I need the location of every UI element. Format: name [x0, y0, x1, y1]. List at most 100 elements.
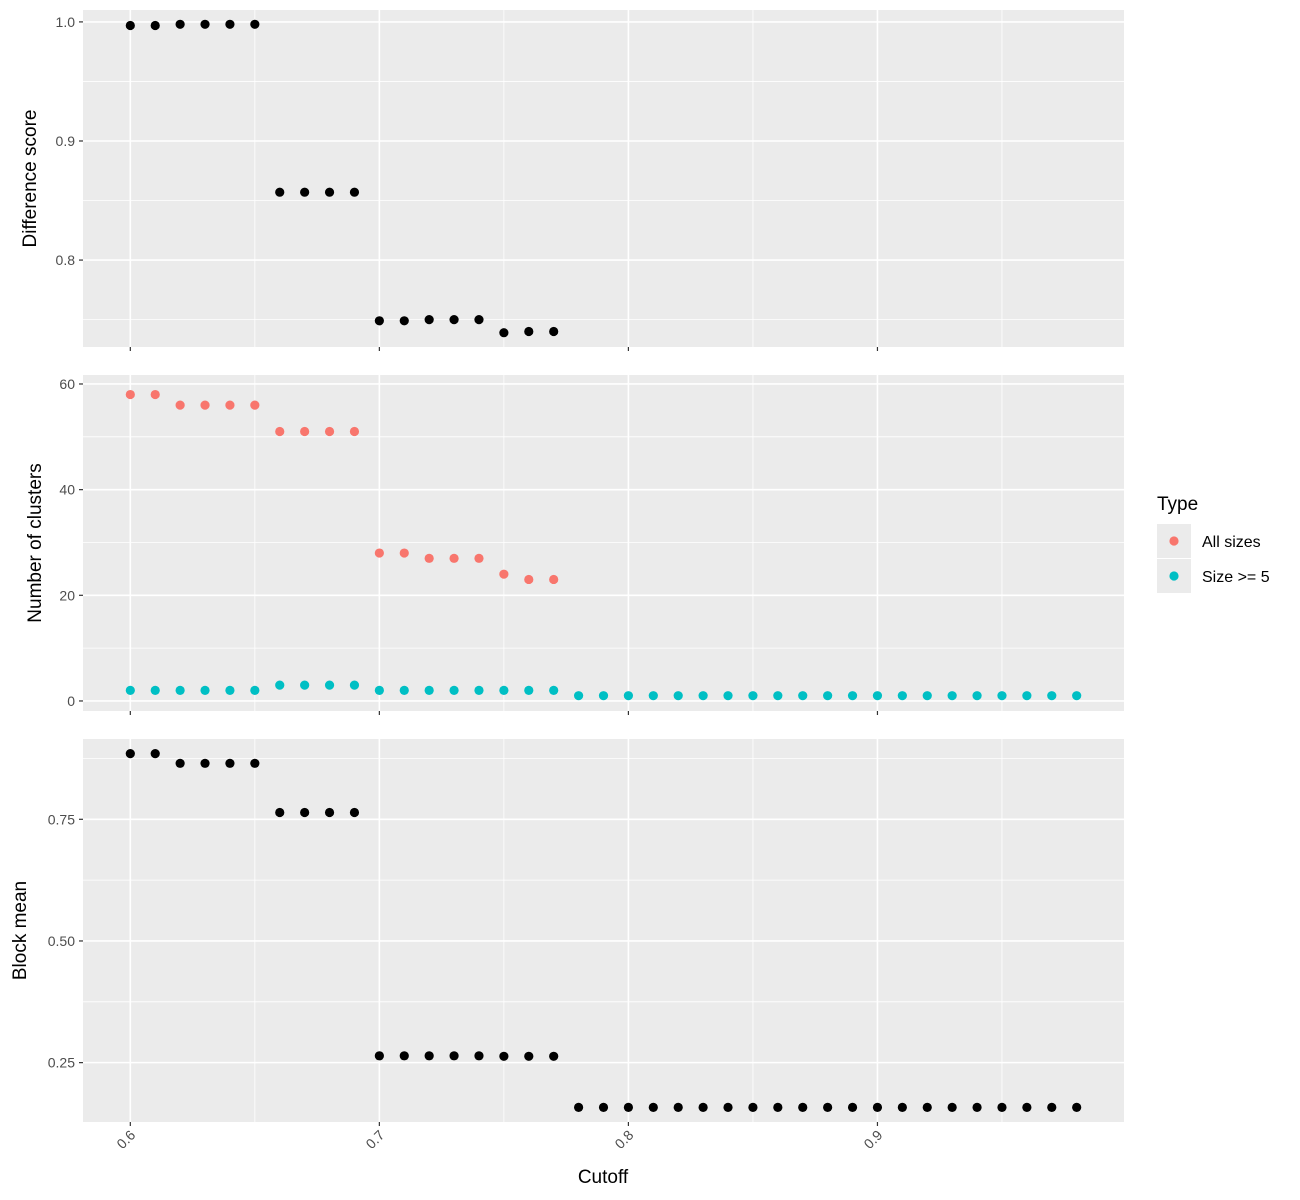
- data-point: [474, 553, 484, 563]
- data-point: [499, 328, 509, 338]
- data-point: [175, 19, 185, 29]
- x-tick-label: 0.9: [860, 1127, 885, 1152]
- x-tick-label: 0.8: [611, 1127, 636, 1152]
- data-point: [125, 389, 135, 400]
- data-point: [200, 400, 210, 410]
- y-tick-label: 0.50: [48, 933, 75, 949]
- x-axis-title: Cutoff: [578, 1167, 629, 1188]
- data-point: [897, 1102, 907, 1113]
- data-point: [823, 691, 833, 701]
- data-point: [972, 1102, 982, 1113]
- data-point: [200, 758, 210, 768]
- data-point: [549, 574, 559, 585]
- data-point: [872, 691, 883, 701]
- data-point: [225, 758, 235, 768]
- data-point: [300, 680, 310, 690]
- data-point: [324, 680, 335, 690]
- data-point: [499, 1051, 509, 1061]
- data-point: [349, 680, 360, 690]
- legend-label-all-sizes: All sizes: [1202, 534, 1261, 551]
- data-point: [200, 685, 210, 695]
- data-point: [698, 1102, 708, 1113]
- data-point: [175, 400, 185, 410]
- data-point: [275, 187, 285, 197]
- data-point: [598, 1102, 609, 1113]
- panel-number-of-clusters: 0 20 40 60 Number of clusters: [25, 375, 1124, 715]
- data-point: [349, 187, 360, 197]
- data-point: [573, 691, 584, 701]
- data-point: [200, 19, 210, 29]
- y-axis-title-difference-score: Difference score: [20, 110, 41, 248]
- data-point: [399, 685, 409, 695]
- y-axis-title-number-of-clusters: Number of clusters: [25, 463, 46, 622]
- data-point: [499, 569, 509, 579]
- data-point: [474, 685, 484, 695]
- data-point: [449, 1051, 459, 1061]
- data-point: [225, 685, 235, 695]
- legend-label-size-ge-5: Size >= 5: [1202, 569, 1270, 586]
- data-point: [424, 685, 434, 695]
- data-point: [449, 315, 459, 325]
- panels-layer: 0.8 0.9 1.0 Difference score 0 20 40 60 Number o…: [10, 10, 1124, 1152]
- data-point: [275, 680, 285, 690]
- data-point: [150, 748, 160, 759]
- panel-block-mean: 0.25 0.50 0.75 Block mean: [10, 739, 1124, 1126]
- data-point: [250, 758, 260, 768]
- data-point: [399, 548, 409, 558]
- data-point: [648, 691, 658, 701]
- legend-title: Type: [1157, 494, 1198, 515]
- panel-background-difference-score: [83, 10, 1124, 347]
- data-point: [524, 685, 534, 695]
- data-point: [125, 685, 135, 695]
- x-tick-label: 0.6: [113, 1127, 138, 1152]
- data-point: [698, 691, 708, 701]
- data-point: [897, 691, 907, 701]
- data-point: [648, 1102, 658, 1113]
- data-point: [374, 1051, 384, 1061]
- data-point: [324, 807, 335, 818]
- legend-key-all-sizes: [1169, 536, 1179, 546]
- data-point: [449, 685, 459, 695]
- data-point: [997, 691, 1007, 701]
- y-tick-label: 0.25: [48, 1055, 75, 1071]
- data-point: [847, 1102, 858, 1113]
- data-point: [773, 1102, 783, 1113]
- data-point: [972, 691, 982, 701]
- y-tick-label: 60: [59, 376, 75, 392]
- data-point: [1047, 1102, 1057, 1113]
- data-point: [349, 807, 360, 818]
- data-point: [549, 685, 559, 695]
- data-point: [573, 1102, 584, 1113]
- data-point: [225, 400, 235, 410]
- data-point: [474, 1051, 484, 1061]
- panel-background-number-of-clusters: [83, 375, 1124, 711]
- data-point: [424, 315, 434, 325]
- panel-background-block-mean: [83, 739, 1124, 1122]
- data-point: [300, 807, 310, 818]
- y-tick-label: 20: [59, 587, 75, 603]
- data-point: [175, 758, 185, 768]
- data-point: [947, 691, 957, 701]
- data-point: [748, 691, 758, 701]
- data-point: [275, 426, 285, 437]
- y-tick-label: 1.0: [56, 14, 76, 30]
- data-point: [947, 1102, 957, 1113]
- data-point: [449, 553, 459, 563]
- data-point: [250, 19, 260, 29]
- data-point: [150, 20, 160, 31]
- data-point: [673, 1102, 683, 1113]
- data-point: [524, 1051, 534, 1061]
- data-point: [324, 187, 335, 197]
- data-point: [125, 20, 135, 31]
- data-point: [300, 426, 310, 437]
- data-point: [872, 1102, 883, 1113]
- data-point: [150, 685, 160, 695]
- legend: Type All sizes Size >= 5: [1157, 494, 1270, 593]
- data-point: [922, 1102, 932, 1113]
- data-point: [225, 19, 235, 29]
- data-point: [125, 748, 135, 759]
- x-tick-label: 0.7: [362, 1127, 387, 1152]
- data-point: [1022, 691, 1032, 701]
- data-point: [424, 553, 434, 563]
- data-point: [474, 315, 484, 325]
